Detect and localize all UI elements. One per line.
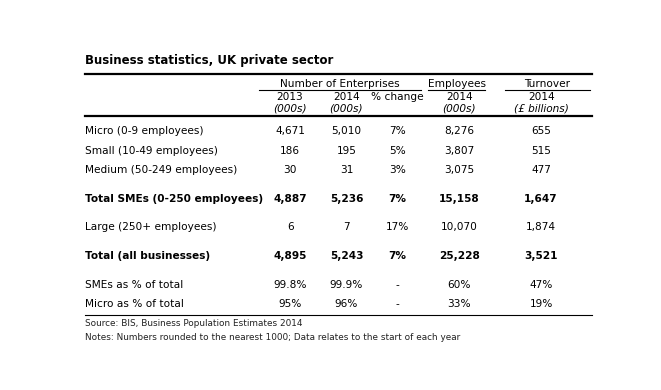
Text: 7%: 7% bbox=[389, 194, 407, 204]
Text: Micro as % of total: Micro as % of total bbox=[85, 300, 184, 309]
Text: Total (all businesses): Total (all businesses) bbox=[85, 251, 210, 261]
Text: 15,158: 15,158 bbox=[439, 194, 479, 204]
Text: 195: 195 bbox=[336, 145, 356, 156]
Text: 1,874: 1,874 bbox=[526, 222, 556, 232]
Text: Employees: Employees bbox=[428, 79, 486, 89]
Text: Notes: Numbers rounded to the nearest 1000; Data relates to the start of each ye: Notes: Numbers rounded to the nearest 10… bbox=[85, 333, 461, 342]
Text: 4,671: 4,671 bbox=[275, 126, 305, 136]
Text: 4,887: 4,887 bbox=[273, 194, 307, 204]
Text: 60%: 60% bbox=[447, 280, 471, 290]
Text: 7%: 7% bbox=[389, 126, 406, 136]
Text: 5,243: 5,243 bbox=[330, 251, 363, 261]
Text: (£ billions): (£ billions) bbox=[514, 104, 568, 114]
Text: 8,276: 8,276 bbox=[444, 126, 474, 136]
Text: Medium (50-249 employees): Medium (50-249 employees) bbox=[85, 165, 237, 175]
Text: 33%: 33% bbox=[447, 300, 471, 309]
Text: 2014: 2014 bbox=[333, 92, 360, 103]
Text: Total SMEs (0-250 employees): Total SMEs (0-250 employees) bbox=[85, 194, 263, 204]
Text: 96%: 96% bbox=[334, 300, 358, 309]
Text: (000s): (000s) bbox=[330, 104, 364, 114]
Text: 99.8%: 99.8% bbox=[274, 280, 307, 290]
Text: 7%: 7% bbox=[389, 251, 407, 261]
Text: 19%: 19% bbox=[529, 300, 553, 309]
Text: Number of Enterprises: Number of Enterprises bbox=[280, 79, 400, 89]
Text: Micro (0-9 employees): Micro (0-9 employees) bbox=[85, 126, 204, 136]
Text: Small (10-49 employees): Small (10-49 employees) bbox=[85, 145, 218, 156]
Text: 2013: 2013 bbox=[277, 92, 303, 103]
Text: 47%: 47% bbox=[529, 280, 553, 290]
Text: 515: 515 bbox=[531, 145, 551, 156]
Text: SMEs as % of total: SMEs as % of total bbox=[85, 280, 184, 290]
Text: 7: 7 bbox=[343, 222, 350, 232]
Text: 5,010: 5,010 bbox=[331, 126, 362, 136]
Text: -: - bbox=[396, 300, 399, 309]
Text: 3,807: 3,807 bbox=[444, 145, 475, 156]
Text: Business statistics, UK private sector: Business statistics, UK private sector bbox=[85, 54, 334, 67]
Text: Large (250+ employees): Large (250+ employees) bbox=[85, 222, 217, 232]
Text: 6: 6 bbox=[287, 222, 293, 232]
Text: 95%: 95% bbox=[278, 300, 302, 309]
Text: 4,895: 4,895 bbox=[274, 251, 307, 261]
Text: -: - bbox=[396, 280, 399, 290]
Text: 99.9%: 99.9% bbox=[330, 280, 363, 290]
Text: 3,521: 3,521 bbox=[524, 251, 558, 261]
Text: 1,647: 1,647 bbox=[524, 194, 558, 204]
Text: 477: 477 bbox=[531, 165, 551, 175]
Text: 5,236: 5,236 bbox=[330, 194, 363, 204]
Text: 25,228: 25,228 bbox=[439, 251, 480, 261]
Text: 31: 31 bbox=[340, 165, 353, 175]
Text: % change: % change bbox=[371, 92, 424, 103]
Text: Turnover: Turnover bbox=[525, 79, 570, 89]
Text: 10,070: 10,070 bbox=[441, 222, 478, 232]
Text: 186: 186 bbox=[280, 145, 300, 156]
Text: 30: 30 bbox=[284, 165, 297, 175]
Text: 2014: 2014 bbox=[446, 92, 473, 103]
Text: 3,075: 3,075 bbox=[444, 165, 474, 175]
Text: 2014: 2014 bbox=[527, 92, 555, 103]
Text: Source: BIS, Business Population Estimates 2014: Source: BIS, Business Population Estimat… bbox=[85, 319, 303, 328]
Text: (000s): (000s) bbox=[273, 104, 307, 114]
Text: 5%: 5% bbox=[389, 145, 406, 156]
Text: 17%: 17% bbox=[386, 222, 409, 232]
Text: 655: 655 bbox=[531, 126, 551, 136]
Text: (000s): (000s) bbox=[442, 104, 476, 114]
Text: 3%: 3% bbox=[389, 165, 406, 175]
